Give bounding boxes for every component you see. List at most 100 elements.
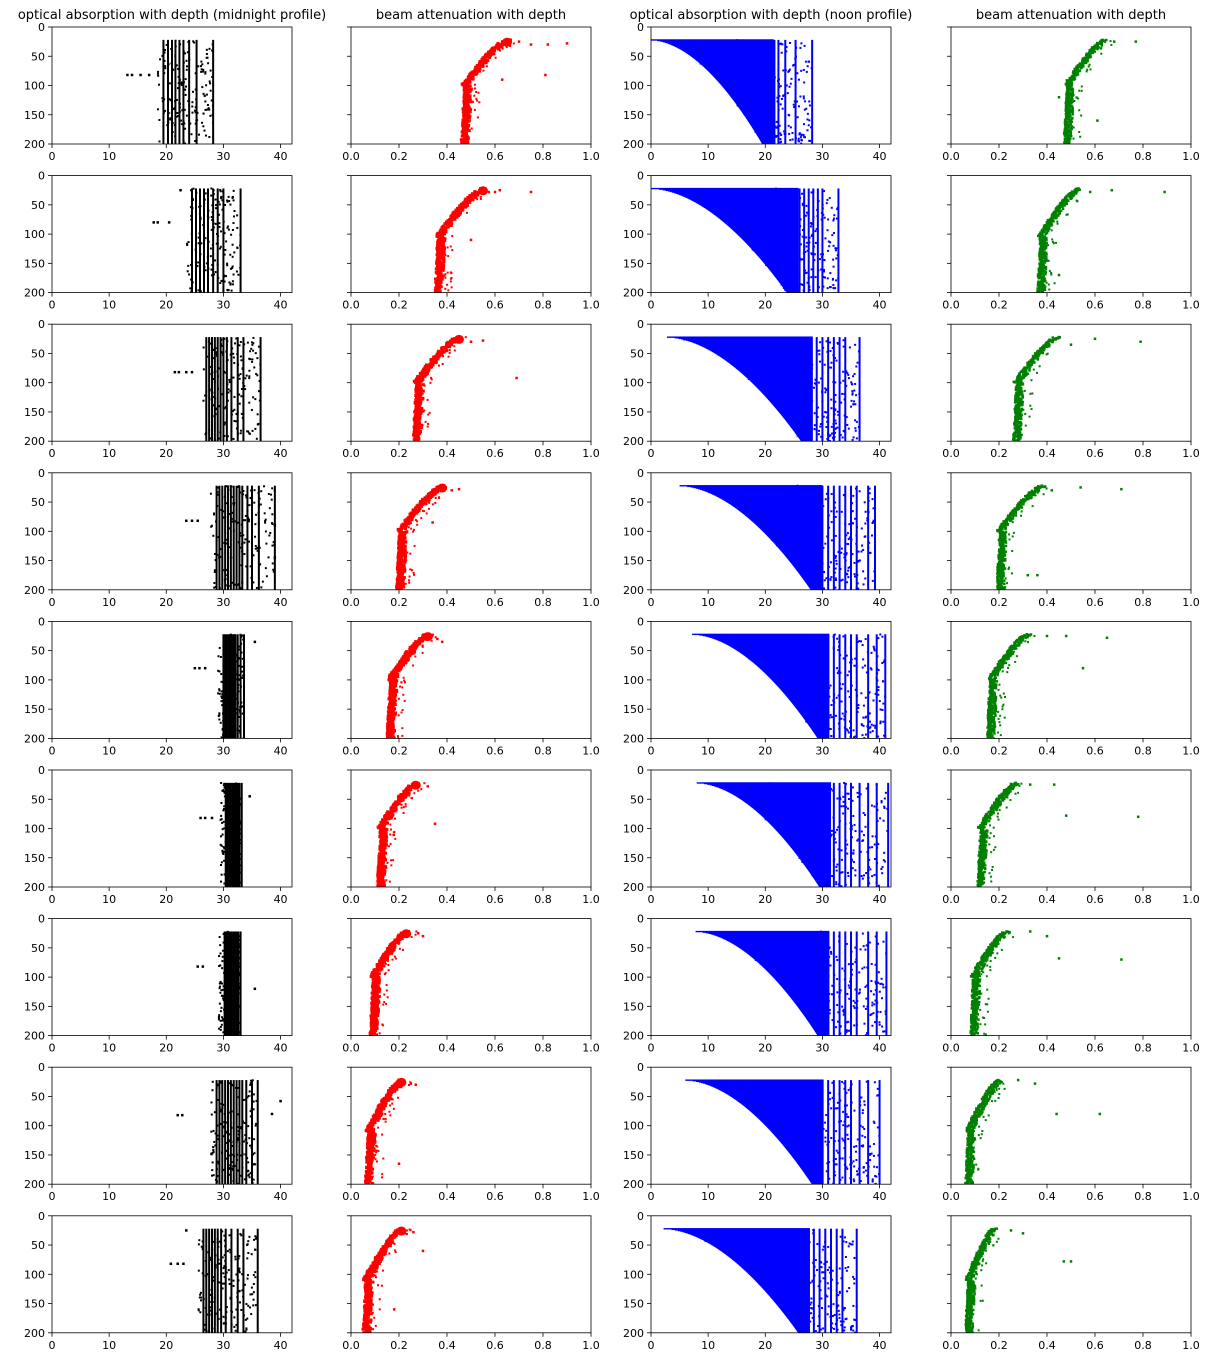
data-point bbox=[1045, 238, 1048, 242]
y-tick-label: 50 bbox=[31, 347, 45, 360]
data-point bbox=[1019, 421, 1023, 424]
data-point bbox=[437, 285, 441, 289]
data-point bbox=[1096, 47, 1099, 51]
data-point bbox=[487, 55, 491, 59]
data-point bbox=[210, 99, 213, 102]
data-point-outlier bbox=[185, 519, 188, 523]
data-point bbox=[782, 69, 785, 72]
data-point bbox=[826, 287, 829, 290]
data-point bbox=[191, 111, 194, 114]
data-point bbox=[817, 429, 820, 432]
data-point bbox=[742, 57, 745, 60]
data-point bbox=[831, 432, 834, 435]
data-point bbox=[1064, 119, 1067, 123]
data-point bbox=[769, 257, 772, 260]
data-point bbox=[1056, 220, 1059, 223]
data-point bbox=[816, 215, 819, 218]
data-point bbox=[230, 413, 233, 416]
data-point bbox=[766, 393, 769, 396]
data-point bbox=[794, 289, 797, 292]
data-point bbox=[175, 64, 178, 67]
data-point bbox=[214, 586, 217, 589]
data-point bbox=[213, 512, 216, 515]
data-point bbox=[232, 529, 235, 532]
data-point bbox=[166, 124, 169, 127]
data-point bbox=[761, 99, 764, 102]
data-point bbox=[217, 536, 220, 539]
data-point bbox=[226, 262, 229, 265]
data-point bbox=[835, 279, 838, 282]
data-point bbox=[222, 516, 225, 519]
data-point bbox=[208, 389, 211, 392]
y-tick-label: 150 bbox=[24, 109, 45, 122]
data-point bbox=[805, 350, 808, 353]
data-point bbox=[156, 72, 159, 75]
data-point bbox=[1087, 65, 1090, 68]
data-point bbox=[1019, 370, 1023, 374]
data-point bbox=[845, 370, 848, 373]
data-point bbox=[418, 414, 421, 417]
data-point bbox=[1048, 223, 1052, 226]
data-point bbox=[163, 51, 166, 54]
data-point bbox=[206, 214, 209, 217]
data-point bbox=[263, 512, 266, 515]
data-point bbox=[1016, 408, 1019, 411]
data-point bbox=[464, 205, 468, 209]
data-point bbox=[781, 212, 784, 215]
x-tick-label: 40 bbox=[274, 299, 288, 312]
data-point bbox=[439, 251, 443, 255]
data-point bbox=[796, 275, 799, 278]
data-point bbox=[246, 516, 249, 519]
data-point bbox=[809, 225, 812, 228]
data-point bbox=[431, 366, 434, 369]
data-point bbox=[805, 70, 808, 73]
data-point bbox=[689, 194, 692, 197]
data-point bbox=[223, 541, 226, 544]
data-point bbox=[256, 546, 259, 549]
data-point bbox=[215, 351, 218, 354]
data-point bbox=[224, 516, 227, 519]
data-point bbox=[1042, 230, 1046, 234]
data-point bbox=[787, 248, 790, 251]
data-point bbox=[1018, 397, 1021, 401]
data-point bbox=[1048, 288, 1051, 291]
data-point bbox=[770, 228, 773, 231]
marks bbox=[1012, 335, 1142, 442]
data-point bbox=[178, 78, 181, 81]
data-point bbox=[815, 428, 818, 431]
data-point bbox=[222, 227, 225, 230]
data-point bbox=[787, 113, 790, 116]
data-point bbox=[223, 337, 226, 340]
data-point bbox=[444, 240, 447, 243]
data-point bbox=[417, 435, 420, 438]
data-point bbox=[1065, 129, 1069, 132]
x-tick-label: 0.2 bbox=[990, 150, 1008, 163]
data-point bbox=[418, 386, 421, 389]
data-point bbox=[418, 417, 422, 421]
data-point bbox=[434, 267, 438, 271]
data-point bbox=[264, 518, 267, 521]
data-point bbox=[1041, 280, 1044, 283]
data-point bbox=[251, 343, 254, 346]
data-point-outlier bbox=[546, 43, 550, 46]
data-point bbox=[752, 345, 755, 348]
data-point bbox=[270, 493, 273, 496]
data-point-outlier bbox=[173, 370, 177, 374]
data-point bbox=[795, 46, 798, 49]
data-point bbox=[682, 44, 685, 47]
x-tick-label: 10 bbox=[701, 447, 715, 460]
data-point bbox=[738, 189, 741, 192]
data-point bbox=[479, 197, 482, 200]
data-point bbox=[222, 275, 225, 278]
data-point bbox=[447, 289, 450, 292]
data-point bbox=[207, 209, 210, 212]
data-point bbox=[754, 98, 757, 101]
data-point bbox=[830, 398, 833, 401]
data-point-outlier bbox=[1110, 188, 1114, 192]
data-column bbox=[212, 188, 215, 293]
data-point bbox=[787, 232, 790, 235]
data-point bbox=[265, 542, 268, 545]
data-point bbox=[763, 106, 766, 109]
data-point bbox=[688, 338, 691, 341]
data-point bbox=[267, 556, 270, 559]
